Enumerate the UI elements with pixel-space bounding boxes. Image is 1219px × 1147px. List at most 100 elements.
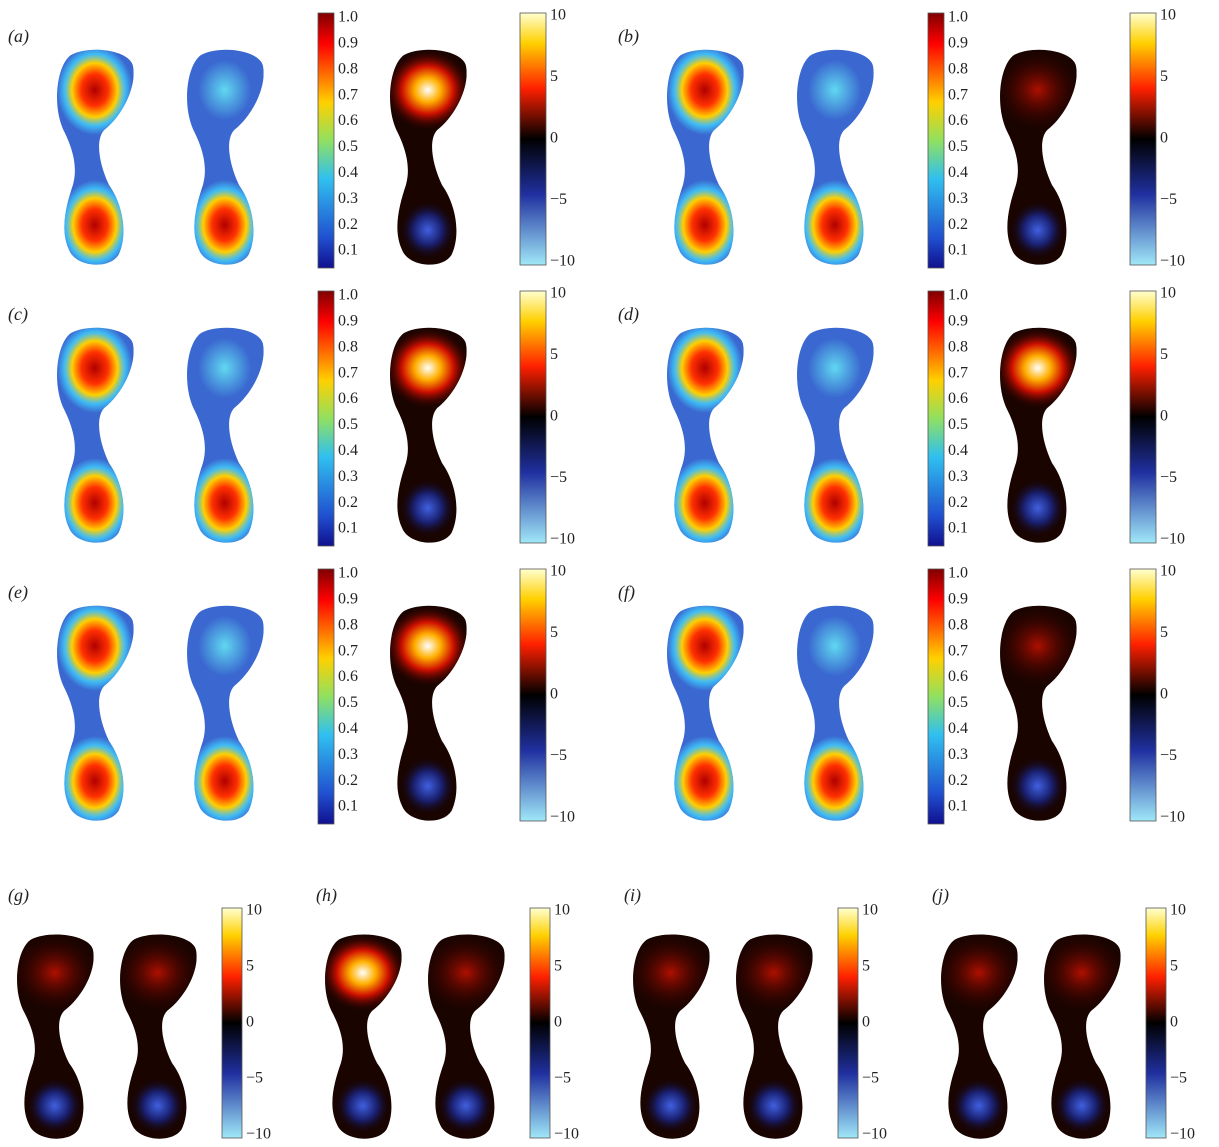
colorbar-tick-label: 0.8 [948, 338, 968, 355]
colorbar-tick-label: −10 [1160, 531, 1185, 548]
heel-spot [437, 1077, 494, 1134]
colorbar-tick-label: 0.5 [338, 416, 358, 433]
hot-spot [198, 60, 251, 120]
colorbar-tick-label: 0 [1170, 1014, 1178, 1031]
colorbar-tick-label: 0.7 [948, 642, 968, 659]
colorbar-tick-label: 0.3 [338, 190, 358, 207]
colorbar-tick-label: −5 [1160, 469, 1177, 486]
panel-label: (a) [8, 26, 29, 47]
heel-spot [745, 1077, 802, 1134]
panel-label: (g) [8, 885, 29, 906]
hot-spot [59, 458, 131, 548]
hot-spot [189, 736, 261, 826]
colorbar-tick-label: 5 [1160, 346, 1168, 363]
colorbar-tick-label: 0 [1160, 130, 1168, 147]
foot-map [52, 601, 147, 831]
hot-spot [669, 736, 741, 826]
colorbar-tick-label: 0.5 [948, 416, 968, 433]
hot-spot [799, 458, 871, 548]
foot-map [662, 45, 757, 275]
colorbar-tick-label: 0 [550, 408, 558, 425]
colorbar-tick-label: 5 [246, 958, 254, 975]
colorbar-tick-label: −10 [246, 1126, 271, 1143]
foot-map [52, 323, 147, 553]
hot-spot [628, 935, 714, 1011]
colorbar-tick-label: 0.9 [338, 35, 358, 52]
foot-fill [792, 323, 887, 553]
colorbar [1130, 13, 1156, 265]
colorbar-tick-label: 0.2 [948, 772, 968, 789]
foot-fill [792, 45, 887, 275]
heel-spot [399, 478, 456, 538]
colorbar-tick-label: 0.1 [338, 520, 358, 537]
foot-map [792, 323, 887, 553]
heel-spot [950, 1077, 1007, 1134]
colorbar-tick-label: −10 [862, 1126, 887, 1143]
colorbar-tick-label: −5 [1160, 747, 1177, 764]
foot-map [182, 601, 277, 831]
foot-fill [731, 930, 826, 1147]
colorbar-tick-label: 0.1 [338, 798, 358, 815]
hot-spot [669, 180, 741, 270]
foot-fill [320, 930, 415, 1147]
hot-spot [385, 50, 471, 130]
colorbar-tick-label: −5 [554, 1070, 571, 1087]
heel-spot [1009, 200, 1066, 260]
foot-map [662, 601, 757, 831]
hot-spot [1039, 935, 1125, 1011]
foot-fill [995, 323, 1090, 553]
colorbar-tick-label: 5 [862, 958, 870, 975]
panel-label: (j) [932, 885, 949, 906]
foot-map [936, 930, 1031, 1147]
hot-spot [808, 338, 861, 398]
colorbar-tick-label: 0.9 [338, 313, 358, 330]
foot-fill [662, 601, 757, 831]
hot-spot [198, 616, 251, 676]
hot-spot [667, 323, 743, 413]
foot-map [52, 45, 147, 275]
panel-label: (h) [316, 885, 337, 906]
hot-spot [669, 458, 741, 548]
colorbar [520, 569, 546, 821]
colorbar [530, 908, 550, 1138]
colorbar-tick-label: 0.9 [948, 35, 968, 52]
foot-fill [628, 930, 723, 1147]
colorbar-tick-label: 0.8 [338, 338, 358, 355]
colorbar-tick-label: 0.6 [338, 668, 358, 685]
foot-fill [423, 930, 518, 1147]
foot-map [385, 601, 480, 831]
colorbar-tick-label: 5 [1160, 624, 1168, 641]
hot-spot [936, 935, 1022, 1011]
colorbar-tick-label: 10 [1160, 285, 1176, 302]
colorbar-tick-label: 1.0 [338, 9, 358, 26]
colorbar-tick-label: 0.7 [338, 86, 358, 103]
hot-spot [385, 606, 471, 686]
colorbar-tick-label: −10 [554, 1126, 579, 1143]
colorbar-tick-label: 0.3 [338, 746, 358, 763]
colorbar-tick-label: 0.1 [948, 242, 968, 259]
foot-map [182, 323, 277, 553]
heel-spot [1053, 1077, 1110, 1134]
hot-spot [59, 180, 131, 270]
colorbar-tick-label: −10 [1160, 809, 1185, 826]
colorbar-tick-label: 10 [1170, 902, 1186, 919]
colorbar-tick-label: 0 [550, 686, 558, 703]
hot-spot [995, 328, 1081, 408]
heel-spot [642, 1077, 699, 1134]
colorbar-tick-label: 0.9 [948, 313, 968, 330]
colorbar [520, 13, 546, 265]
colorbar [928, 291, 944, 546]
colorbar-tick-label: 0.1 [948, 798, 968, 815]
colorbar-tick-label: 0.6 [948, 112, 968, 129]
foot-map [792, 45, 887, 275]
foot-fill [792, 601, 887, 831]
colorbar [318, 569, 334, 824]
figure: (a)1.00.90.80.70.60.50.40.30.20.11050−5−… [0, 0, 1219, 1147]
colorbar-tick-label: 0.3 [338, 468, 358, 485]
heel-spot [399, 200, 456, 260]
hot-spot [115, 935, 201, 1011]
colorbar-tick-label: 5 [1160, 68, 1168, 85]
colorbar-tick-label: −10 [1170, 1126, 1195, 1143]
colorbar-tick-label: 10 [550, 563, 566, 580]
colorbar-tick-label: 10 [550, 285, 566, 302]
